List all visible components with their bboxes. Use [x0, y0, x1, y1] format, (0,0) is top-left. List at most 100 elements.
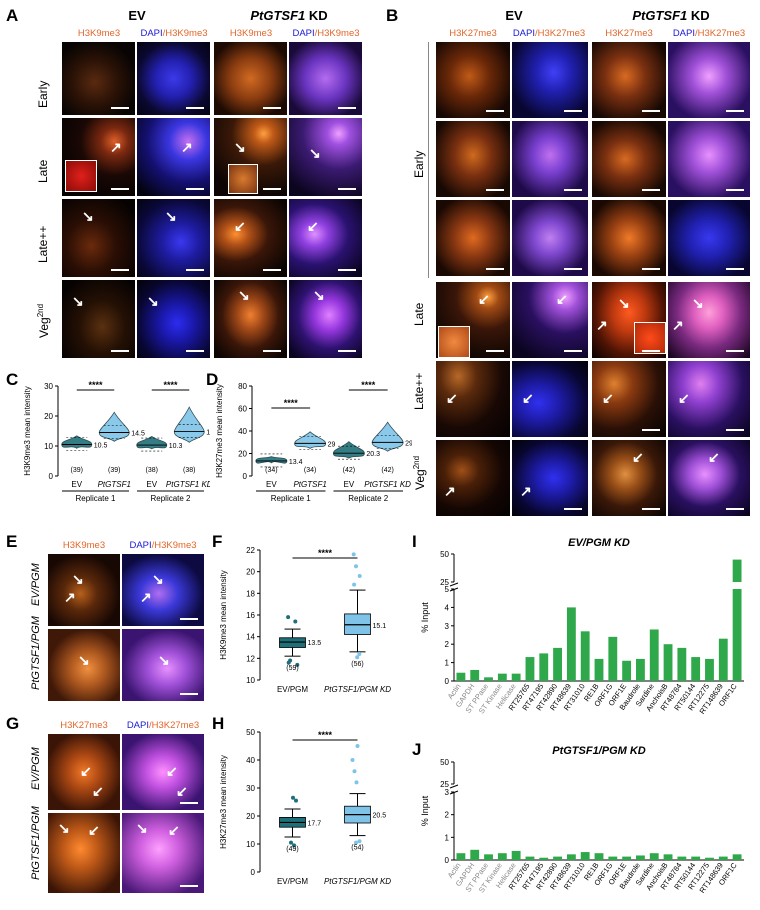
- y-tick-label: 0: [243, 472, 248, 481]
- y-tick-label: 0: [445, 677, 450, 686]
- violin-shape: [371, 421, 404, 452]
- y-tick-label: 12: [246, 654, 255, 663]
- micrograph: [592, 42, 666, 118]
- y-tick-label: 40: [246, 756, 255, 765]
- y-tick-label: 60: [238, 405, 247, 414]
- kd-gene-name: PtGTSF1: [250, 8, 306, 23]
- arrow-icon: ↗: [181, 139, 193, 155]
- arrow-icon: ↘: [618, 295, 630, 311]
- panel-b-ch1-ev: H3K27me3: [449, 28, 497, 39]
- bar: [484, 677, 493, 681]
- y-tick-label: 3: [445, 788, 450, 797]
- arrow-icon: ↘: [165, 208, 177, 224]
- scale-bar: [726, 429, 744, 431]
- bar: [718, 638, 728, 681]
- y-tick-label: 30: [246, 784, 255, 793]
- panel-g-ch2: DAPI/H3K27me3: [122, 720, 204, 731]
- scale-bar: [180, 885, 198, 887]
- arrow-icon: ↘: [234, 139, 246, 155]
- x-tick-label: PtGTSF1 KD: [364, 480, 411, 489]
- violin-shape: [98, 411, 130, 442]
- arrow-icon: ↙: [80, 763, 92, 779]
- median-label: 10.3: [169, 443, 183, 450]
- x-tick-label: PtGTSF1 KD: [166, 480, 210, 489]
- arrow-icon: ↗: [140, 589, 152, 605]
- arrow-icon: ↘: [152, 571, 164, 587]
- micrograph: ↘: [48, 629, 120, 701]
- arrow-icon: ↘: [309, 145, 321, 161]
- y-tick-label: 50: [246, 728, 255, 737]
- violin-shape: [136, 435, 168, 450]
- scale-bar: [186, 107, 204, 109]
- y-tick-label: 2: [445, 640, 450, 649]
- panel-a-kd-header: PtGTSF1 KD: [214, 8, 364, 23]
- y-tick-label: 14: [246, 633, 255, 642]
- y-tick-label: 10: [44, 442, 53, 451]
- micrograph: [512, 42, 588, 118]
- bar: [580, 852, 590, 860]
- scale-bar: [180, 618, 198, 620]
- scale-bar: [642, 429, 660, 431]
- mark-label: /H3K27me3: [149, 720, 200, 731]
- mark-label: /H3K27me3: [695, 28, 746, 39]
- group-label: Replicate 2: [348, 494, 389, 503]
- panel-a-row-latepp: Late++: [36, 225, 50, 263]
- micrograph: [436, 200, 510, 276]
- median-label: 13.4: [289, 459, 303, 466]
- scale-bar: [111, 188, 129, 190]
- panel-a-ev-header: EV: [128, 8, 146, 23]
- micrograph: ↙: [512, 282, 588, 358]
- panel-a-row-late: Late: [36, 159, 50, 183]
- scale-bar: [564, 268, 582, 270]
- outlier-point: [291, 795, 295, 800]
- mark-label: /H3K9me3: [314, 28, 360, 39]
- micrograph: ↙: [592, 361, 666, 437]
- panel-e-row-ev: EV/PGM: [30, 563, 42, 606]
- bar: [594, 853, 604, 860]
- scale-bar: [111, 350, 129, 352]
- y-tick-label: 50: [440, 550, 449, 559]
- micrograph: ↙ ↙: [48, 734, 120, 810]
- micrograph: [137, 42, 210, 115]
- bar: [732, 589, 742, 681]
- outlier-point: [295, 662, 300, 667]
- n-label: (54): [351, 845, 363, 852]
- veg-label: Veg: [37, 317, 51, 338]
- outlier-point: [357, 652, 362, 656]
- arrow-icon: ↙: [234, 218, 246, 234]
- bar: [525, 657, 535, 681]
- micrograph: ↘: [137, 280, 210, 358]
- median-label: 20.5: [373, 813, 387, 820]
- x-tick-label: EV: [266, 480, 277, 489]
- micrograph: ↙: [214, 199, 287, 277]
- panel-letter-g: G: [6, 714, 20, 733]
- significance-stars: ****: [318, 548, 333, 558]
- y-tick-label: 30: [44, 382, 53, 391]
- dapi-label: DAPI: [126, 720, 149, 731]
- micrograph: ↗ ↘: [592, 282, 666, 358]
- micrograph: ↘: [62, 199, 135, 277]
- bar: [705, 857, 714, 860]
- n-label: (59): [286, 665, 298, 672]
- y-tick-label: 25: [440, 578, 449, 587]
- outlier-point: [357, 574, 362, 578]
- group-label: Replicate 2: [150, 494, 191, 503]
- scale-bar: [186, 188, 204, 190]
- micrograph: ↙: [436, 282, 510, 358]
- y-tick-label: 16: [246, 611, 255, 620]
- scale-bar: [338, 350, 356, 352]
- micrograph: [289, 42, 362, 115]
- arrow-icon: ↙: [522, 390, 534, 406]
- bar: [470, 849, 480, 860]
- scale-bar: [486, 268, 504, 270]
- violin-shape: [173, 406, 205, 443]
- bar: [553, 647, 562, 681]
- y-tick-label: 5: [445, 585, 450, 594]
- y-tick-label: 1: [445, 659, 450, 668]
- outlier-point: [357, 839, 362, 844]
- early-bracket-line: [428, 42, 429, 278]
- dapi-label: DAPI: [512, 28, 535, 39]
- arrow-icon: ↙: [307, 218, 319, 234]
- bar: [649, 853, 659, 860]
